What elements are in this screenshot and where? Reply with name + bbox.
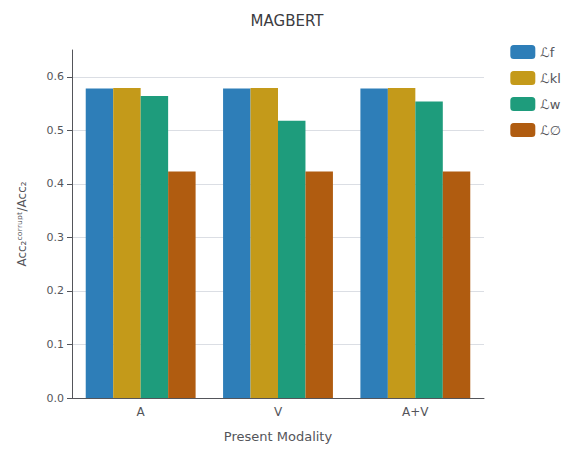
- svg-text:ℒf: ℒf: [540, 45, 554, 60]
- svg-text:0.3: 0.3: [47, 231, 65, 244]
- svg-text:ℒkl: ℒkl: [540, 71, 561, 86]
- svg-text:0.0: 0.0: [47, 392, 65, 405]
- svg-text:0.4: 0.4: [47, 177, 65, 190]
- svg-text:ℒ∅: ℒ∅: [540, 123, 561, 138]
- svg-text:A+V: A+V: [402, 405, 429, 419]
- svg-text:0.2: 0.2: [47, 284, 65, 297]
- svg-text:A: A: [137, 405, 146, 419]
- svg-text:MAGBERT: MAGBERT: [251, 12, 325, 30]
- svg-text:Acc₂ᶜᵒʳʳᵘᵖᵗ/Acc₂: Acc₂ᶜᵒʳʳᵘᵖᵗ/Acc₂: [15, 181, 29, 266]
- svg-text:0.5: 0.5: [47, 124, 65, 137]
- svg-text:0.6: 0.6: [47, 70, 65, 83]
- svg-text:0.1: 0.1: [47, 338, 65, 351]
- svg-text:ℒw: ℒw: [540, 97, 560, 112]
- svg-text:Present Modality: Present Modality: [224, 429, 333, 444]
- svg-text:V: V: [274, 405, 283, 419]
